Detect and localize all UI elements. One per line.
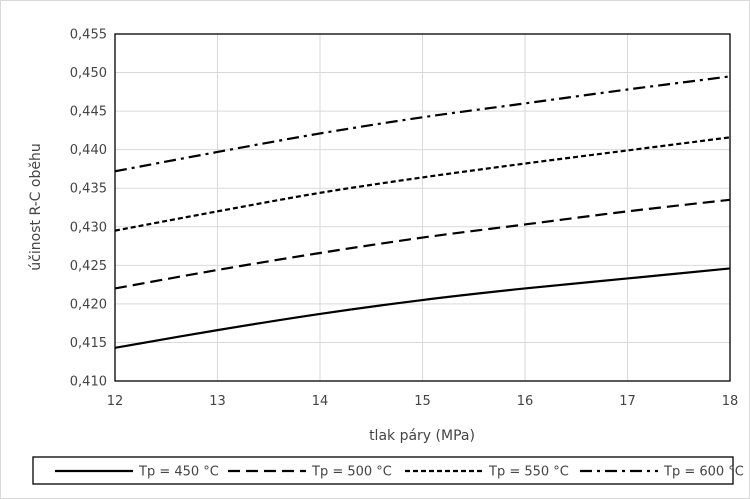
x-tick-label: 15: [414, 394, 431, 409]
series-line-3: [114, 136, 731, 232]
series-line-2: [114, 198, 731, 290]
plot-area-border: [114, 33, 731, 382]
legend-label-3: Tp = 550 °C: [488, 465, 569, 480]
y-tick-label: 0,440: [70, 143, 107, 158]
legend: Tp = 450 °C Tp = 500 °C Tp = 550 °C Tp = 60…: [55, 465, 744, 480]
legend-label-1: Tp = 450 °C: [138, 465, 219, 480]
x-tick-label: 13: [209, 394, 226, 409]
y-axis-title: účinost R-C oběhu: [28, 143, 44, 270]
legend-label-4: Tp = 600 °C: [663, 465, 744, 480]
y-tick-label: 0,435: [70, 182, 107, 197]
y-axis-tick-labels: 0,410 0,415 0,420 0,425 0,430 0,435 0,440 0,445…: [70, 28, 107, 390]
y-tick-label: 0,430: [70, 220, 107, 235]
y-tick-label: 0,415: [70, 336, 107, 351]
series-line-1: [114, 267, 731, 349]
x-axis-tick-labels: 12 13 14 15 16 17 18: [107, 394, 739, 409]
x-tick-label: 18: [722, 394, 739, 409]
series-layer: [114, 75, 731, 349]
y-tick-label: 0,410: [70, 375, 107, 390]
y-tick-label: 0,420: [70, 297, 107, 312]
y-tick-label: 0,450: [70, 66, 107, 81]
y-tick-label: 0,445: [70, 105, 107, 120]
legend-label-2: Tp = 500 °C: [311, 465, 392, 480]
x-tick-label: 17: [619, 394, 636, 409]
y-tick-label: 0,455: [70, 28, 107, 43]
x-axis-title: tlak páry (MPa): [369, 428, 475, 444]
x-tick-label: 16: [517, 394, 534, 409]
series-line-4: [114, 75, 731, 173]
x-tick-label: 14: [312, 394, 329, 409]
y-tick-label: 0,425: [70, 259, 107, 274]
x-tick-label: 12: [107, 394, 124, 409]
